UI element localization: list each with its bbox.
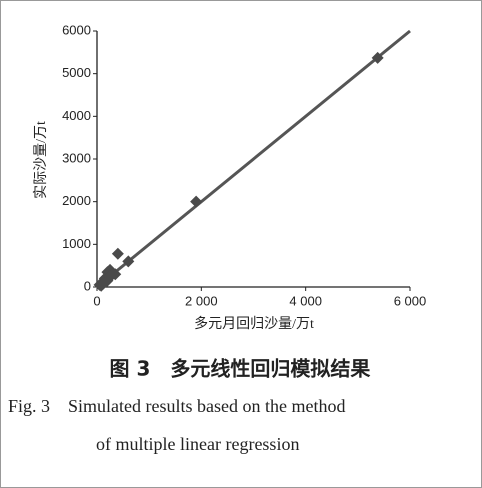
point (371, 51, 384, 64)
y-tick-label: 6000 (62, 22, 91, 37)
x-tick-label: 6 000 (394, 293, 427, 308)
caption-zh: 图 3 多元线性回归模拟结果 (110, 357, 371, 381)
point (190, 195, 203, 208)
point (109, 268, 122, 281)
point (97, 277, 110, 290)
y-tick-label: 5000 (62, 65, 91, 80)
y-tick-label: 2000 (62, 193, 91, 208)
caption-en: of multiple linear regression (96, 434, 299, 454)
y-tick-label: 3000 (62, 150, 91, 165)
y-tick-label: 4000 (62, 108, 91, 123)
y-tick-label: 0 (84, 278, 91, 293)
x-axis-title: 多元月回归沙量/万t (194, 315, 314, 332)
x-tick-label: 4 000 (289, 293, 322, 308)
caption-en: Fig. 3 Simulated results based on the me… (8, 396, 345, 416)
x-tick-label: 2 000 (185, 293, 218, 308)
fit-line (96, 29, 411, 289)
point (111, 247, 124, 260)
y-tick-label: 1000 (62, 236, 91, 251)
point (122, 255, 135, 268)
x-tick-label: 0 (93, 293, 100, 308)
y-axis-title: 实际沙量/万t (33, 121, 49, 199)
